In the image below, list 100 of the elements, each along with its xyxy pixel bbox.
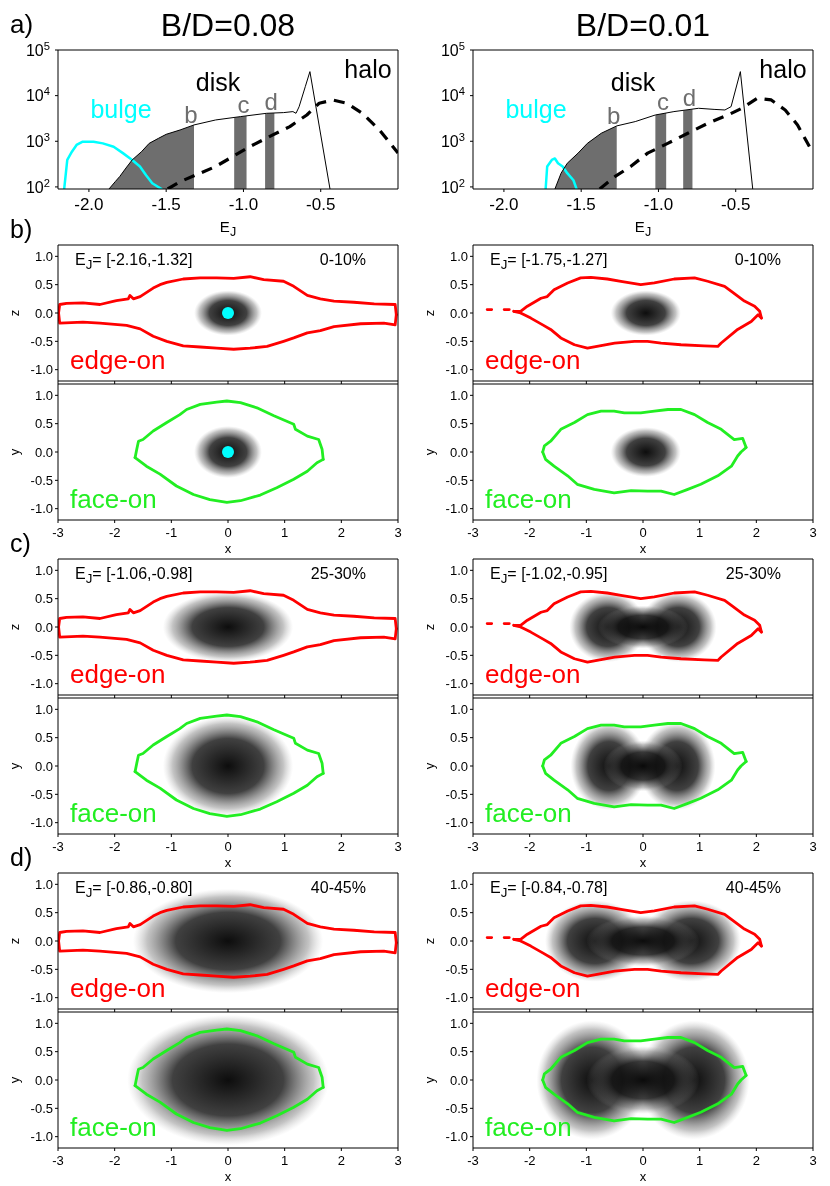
x-axis-title: x [224, 540, 232, 556]
y-tick-label: 1.0 [34, 562, 53, 578]
x-tick-label: 1 [281, 839, 289, 855]
x-tick-label: -1 [165, 839, 178, 855]
x-tick-label: -1.0 [228, 195, 259, 215]
x-tick-label: -3 [52, 525, 64, 541]
y-axis-title: y [421, 762, 437, 770]
y-tick-label: -1.0 [30, 501, 53, 517]
chart-title: B/D=0.01 [575, 6, 711, 43]
y-tick-label: 10$^{3}$ [440, 130, 465, 150]
x-tick-label: -2 [108, 1153, 121, 1169]
y-tick-label: 0.5 [34, 416, 53, 432]
y-tick-label: 0.0 [449, 1072, 468, 1088]
x-tick-label: -1 [165, 1153, 178, 1169]
x-tick-label: 2 [752, 839, 760, 855]
y-axis-title: z [421, 623, 437, 631]
chart-title: B/D=0.08 [160, 6, 296, 43]
y-tick-label: 10$^{5}$ [440, 39, 465, 59]
x-tick-label: -3 [52, 839, 64, 855]
y-tick-label: 0.5 [449, 905, 468, 921]
x-tick-label: -2 [523, 1153, 536, 1169]
x-tick-label: 3 [394, 525, 402, 541]
x-tick-label: 0 [224, 1153, 232, 1169]
x-tick-label: 2 [752, 525, 760, 541]
x-tick-label: -2 [523, 525, 536, 541]
y-tick-label: 10$^{5}$ [25, 39, 50, 59]
y-tick-label: -0.5 [445, 647, 468, 663]
annotation: 25-30% [725, 565, 781, 583]
y-tick-label: 0.0 [449, 305, 468, 321]
y-tick-label: -0.5 [445, 1100, 468, 1116]
series-label: d [264, 87, 278, 115]
text: d) [10, 842, 33, 871]
y-tick-label: 0.5 [449, 416, 468, 432]
x-axis-title: E$_{J}$ [634, 218, 652, 240]
annotation: E$_{J}$= [-0.84,-0.78] [490, 879, 608, 901]
text: a) [10, 8, 34, 39]
series-label: edge-on [70, 658, 166, 689]
y-tick-label: 1.0 [449, 1015, 468, 1031]
x-tick-label: 3 [394, 839, 402, 855]
series-label: halo [344, 54, 392, 83]
x-tick-label: -3 [467, 839, 479, 855]
x-tick-label: -1 [580, 839, 593, 855]
annotation: 25-30% [310, 565, 366, 583]
annotation: E$_{J}$= [-1.75,-1.27] [490, 251, 608, 273]
y-tick-label: 0.0 [34, 758, 53, 774]
y-tick-label: 1.0 [34, 1015, 53, 1031]
y-tick-label: 0.5 [449, 1044, 468, 1060]
y-axis-title: y [6, 448, 22, 456]
x-tick-label: 1 [281, 525, 289, 541]
y-tick-label: -0.5 [445, 786, 468, 802]
series-label: bulge [90, 94, 152, 123]
x-tick-label: 2 [752, 1153, 760, 1169]
y-tick-label: 10$^{2}$ [25, 176, 50, 196]
y-axis-title: y [6, 762, 22, 770]
y-tick-label: 10$^{3}$ [25, 130, 50, 150]
x-tick-label: -1 [580, 525, 593, 541]
x-tick-label: -2 [523, 839, 536, 855]
y-tick-label: -0.5 [445, 961, 468, 977]
y-tick-label: 0.0 [34, 444, 53, 460]
series-label: edge-on [70, 972, 166, 1003]
x-tick-label: -1.0 [643, 195, 674, 215]
x-axis-title: x [224, 854, 232, 870]
y-tick-label: -1.0 [445, 362, 468, 378]
x-tick-label: -1 [580, 1153, 593, 1169]
y-tick-label: -1.0 [445, 1129, 468, 1145]
x-axis-title: x [639, 854, 647, 870]
y-tick-label: -1.0 [445, 676, 468, 692]
series-label: edge-on [485, 972, 581, 1003]
x-tick-label: 0 [639, 1153, 647, 1169]
x-tick-label: 1 [696, 1153, 704, 1169]
series-label: face-on [485, 483, 572, 514]
x-tick-label: 3 [809, 839, 817, 855]
x-tick-label: 3 [394, 1153, 402, 1169]
annotation: 0-10% [734, 251, 781, 269]
y-tick-label: 0.0 [449, 758, 468, 774]
y-tick-label: 0.0 [34, 1072, 53, 1088]
y-tick-label: 0.5 [449, 730, 468, 746]
annotation: 40-45% [310, 879, 366, 897]
x-axis-title: x [224, 1168, 232, 1184]
x-tick-label: 0 [639, 839, 647, 855]
x-axis-title: x [639, 540, 647, 556]
x-tick-label: 0 [224, 525, 232, 541]
annotation: E$_{J}$= [-1.06,-0.98] [75, 565, 193, 587]
x-tick-label: 0 [224, 839, 232, 855]
y-tick-label: 0.0 [449, 933, 468, 949]
x-tick-label: -3 [467, 1153, 479, 1169]
x-tick-label: 2 [337, 1153, 345, 1169]
y-axis-title: y [421, 448, 437, 456]
x-tick-label: 1 [281, 1153, 289, 1169]
y-tick-label: 10$^{2}$ [440, 176, 465, 196]
y-tick-label: -0.5 [30, 1100, 53, 1116]
x-tick-label: 2 [337, 839, 345, 855]
x-tick-label: -2 [108, 525, 121, 541]
y-tick-label: -0.5 [445, 472, 468, 488]
x-tick-label: -3 [52, 1153, 64, 1169]
y-axis-title: y [421, 1076, 437, 1084]
y-tick-label: 0.5 [449, 591, 468, 607]
y-tick-label: 0.5 [34, 1044, 53, 1060]
y-tick-label: 1.0 [449, 248, 468, 264]
y-tick-label: 0.5 [34, 591, 53, 607]
